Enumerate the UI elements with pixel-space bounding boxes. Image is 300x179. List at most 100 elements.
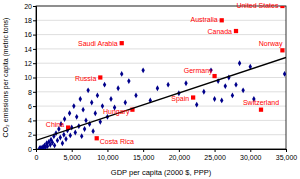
tick-mark [33,135,36,136]
tick: 25,000 [204,149,226,161]
tick: 10,000 [97,149,119,161]
tick: 5,000 [63,149,81,161]
grid-line [36,48,286,49]
point [124,100,127,106]
point [103,82,106,88]
tick: 30,000 [240,149,262,161]
tick-label: 10 [24,74,32,81]
tick: 35,000 [276,149,298,161]
tick: 20,000 [169,149,191,161]
point [141,67,144,73]
point-label: United States [236,2,279,9]
point [156,85,159,91]
tick-label: 12 [24,60,32,67]
point [234,82,237,88]
point [95,136,99,140]
point [238,60,241,66]
point [283,71,286,77]
point-label: Canada [207,28,232,35]
tick: 15,000 [133,149,155,161]
point [231,92,234,98]
point [220,97,223,103]
point [72,103,75,109]
plot: 0 5,000 10,000 15,000 20,000 25,000 30,000 35,0… [24,2,297,161]
point-label: Switzerland [243,99,279,106]
point [83,126,86,132]
tick-mark [107,149,108,152]
tick: 2 [28,131,36,138]
point [280,48,284,52]
point-label: Germany [184,67,213,75]
point [191,95,195,99]
point-label: Norway [259,40,283,48]
point-label: Russia [75,75,97,82]
grid-line [36,63,286,64]
tick-mark [143,149,144,152]
tick-mark [33,6,36,7]
grid-line [36,20,286,21]
grid-line [36,134,286,135]
tick: 6 [28,103,36,110]
point [74,130,77,136]
point [79,96,82,102]
tick-mark [33,35,36,36]
tick-mark [33,20,36,21]
tick-mark [33,63,36,64]
tick-mark [33,78,36,79]
tick-label: 6 [28,103,32,110]
point [213,96,216,102]
point [96,92,99,98]
tick-label: 35,000 [276,154,298,161]
point [109,96,112,102]
point-label: Saudi Arabia [78,40,118,47]
axis-line [37,150,287,153]
point [195,102,198,108]
tick-label: 5,000 [63,154,81,161]
point [220,18,224,22]
point [75,114,78,120]
point [81,107,84,113]
tick: 8 [28,89,36,96]
tick: 18 [24,17,36,24]
tick-mark [33,149,36,150]
point-label: Hungary [103,108,130,116]
grid [36,6,286,149]
point-label: Australia [190,16,217,23]
tick: 0 [35,149,39,161]
point-labels: United States Australia Canada Saudi Arabia… [46,2,283,145]
tick: 14 [24,46,36,53]
point [241,87,244,93]
tick-mark [286,149,287,152]
tick-label: 25,000 [204,154,226,161]
tick-label: 15,000 [133,154,155,161]
x-axis: 0 5,000 10,000 15,000 20,000 25,000 30,000 35,0… [35,149,298,161]
point [61,140,64,146]
tick-mark [179,149,180,152]
tick-label: 4 [28,117,32,124]
tick-label: 18 [24,17,32,24]
point [120,41,124,45]
tick-mark [33,92,36,93]
point-label: Costa Rica [100,138,134,145]
point [116,85,119,91]
tick-label: 10,000 [97,154,119,161]
x-axis-title: GDP per capita (2000 $, PPP) [111,168,212,177]
point-label: China [46,121,64,128]
y-axis: 02468101214161820 [24,3,36,153]
point [90,100,93,106]
point [134,92,137,98]
tick-label: 0 [35,154,39,161]
tick-label: 30,000 [240,154,262,161]
tick-label: 20 [24,3,32,10]
point [84,117,87,123]
tick-mark [215,149,216,152]
point [98,75,102,79]
y-axis-title: CO₂ emissions per capita (metric tons) [2,18,10,138]
point [166,82,169,88]
point [184,80,187,86]
point [86,87,89,93]
point [56,137,59,143]
plot-frame [36,6,286,149]
chart: 0 5,000 10,000 15,000 20,000 25,000 30,000 35,0… [0,0,300,179]
tick: 10 [24,74,36,81]
